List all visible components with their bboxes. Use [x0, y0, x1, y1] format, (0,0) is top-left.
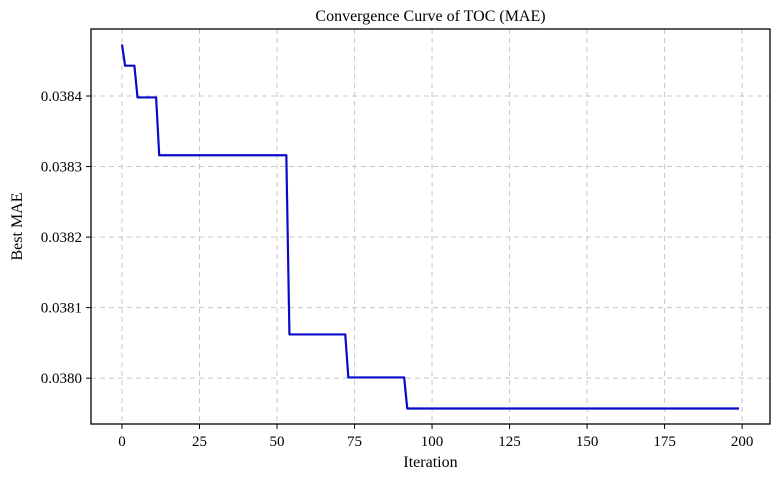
x-tick-label: 150 — [576, 434, 599, 450]
x-tick-label: 125 — [498, 434, 521, 450]
x-tick-label: 200 — [731, 434, 754, 450]
x-tick-label: 175 — [653, 434, 676, 450]
y-tick-label: 0.0381 — [41, 301, 82, 317]
y-tick-label: 0.0383 — [41, 160, 82, 176]
y-tick-label: 0.0384 — [41, 89, 83, 105]
x-tick-label: 50 — [270, 434, 285, 450]
plot-frame — [90, 28, 771, 425]
x-tick-label: 75 — [347, 434, 362, 450]
x-tick-label: 100 — [421, 434, 444, 450]
y-tick-label: 0.0382 — [41, 230, 82, 246]
series-layer — [120, 44, 739, 410]
tick-layer: 0 25 50 75 100 125 150 175 200 0.0380 0.0381 0.0382… — [41, 89, 754, 450]
series-line — [120, 44, 739, 410]
x-axis-label: Iteration — [403, 454, 457, 471]
y-tick-label: 0.0380 — [41, 371, 82, 387]
x-tick-label: 0 — [118, 434, 126, 450]
chart-title: Convergence Curve of TOC (MAE) — [315, 8, 545, 25]
x-tick-label: 25 — [192, 434, 207, 450]
grid-layer — [91, 29, 770, 424]
y-axis-label: Best MAE — [9, 193, 26, 261]
